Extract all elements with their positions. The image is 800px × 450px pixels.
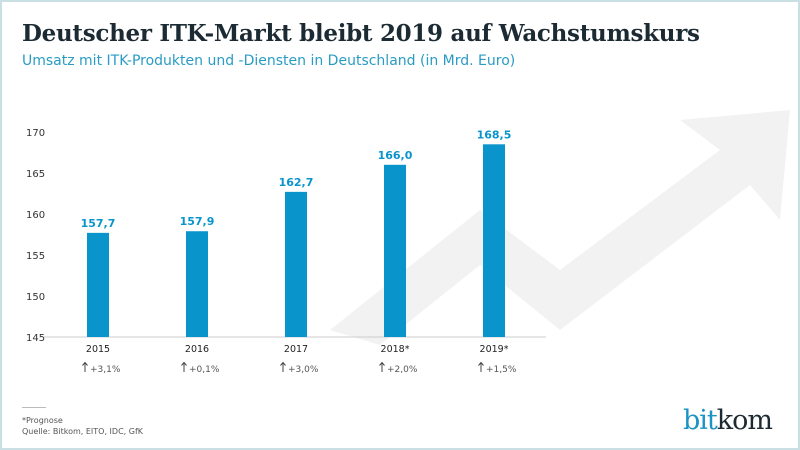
growth-label: +3,0% [288,365,319,375]
value-label: 168,5 [477,128,512,141]
footer-divider [22,407,46,408]
y-tick-label: 155 [26,251,45,262]
growth-label: +3,1% [90,365,121,375]
y-tick-label: 165 [26,169,45,180]
growth-label: +1,5% [486,365,517,375]
growth-label: +2,0% [387,365,418,375]
bar [186,231,208,337]
value-label: 157,9 [180,215,215,228]
x-tick-label: 2019* [480,344,509,355]
value-label: 166,0 [378,149,413,162]
y-tick-label: 160 [26,210,45,221]
growth-label: +0,1% [189,365,220,375]
value-label: 157,7 [81,217,116,230]
background-arrow-icon [330,110,790,345]
bitkom-logo: bitkom [683,405,773,436]
y-tick-label: 150 [26,292,45,303]
bar [483,144,505,337]
x-tick-label: 2015 [86,344,110,355]
value-label: 162,7 [279,176,314,189]
chart-subtitle: Umsatz mit ITK-Produkten und -Diensten i… [22,53,516,69]
bar [87,232,109,337]
bar [285,191,307,337]
x-tick-label: 2018* [381,344,410,355]
y-tick-label: 145 [26,333,45,344]
chart-title: Deutscher ITK-Markt bleibt 2019 auf Wach… [22,20,700,47]
bar [384,164,406,337]
arrow-up-icon [280,361,286,372]
x-tick-label: 2016 [185,344,209,355]
arrow-up-icon [478,361,484,372]
arrow-up-icon [379,361,385,372]
arrow-up-icon [82,361,88,372]
x-tick-label: 2017 [284,344,308,355]
y-tick-label: 170 [26,128,45,139]
footnote: *Prognose [22,416,63,425]
source-note: Quelle: Bitkom, EITO, IDC, GfK [22,427,143,436]
arrow-up-icon [181,361,187,372]
